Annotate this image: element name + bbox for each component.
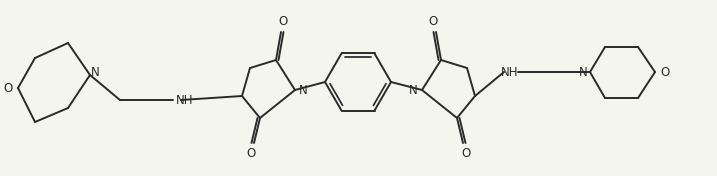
Text: NH: NH bbox=[176, 93, 194, 106]
Text: O: O bbox=[278, 15, 288, 28]
Text: NH: NH bbox=[501, 65, 519, 78]
Text: N: N bbox=[409, 83, 418, 96]
Text: O: O bbox=[247, 147, 256, 160]
Text: N: N bbox=[299, 83, 308, 96]
Text: N: N bbox=[579, 65, 588, 78]
Text: N: N bbox=[91, 67, 100, 80]
Text: O: O bbox=[461, 147, 470, 160]
Text: O: O bbox=[660, 65, 669, 78]
Text: O: O bbox=[428, 15, 437, 28]
Text: O: O bbox=[4, 81, 13, 95]
